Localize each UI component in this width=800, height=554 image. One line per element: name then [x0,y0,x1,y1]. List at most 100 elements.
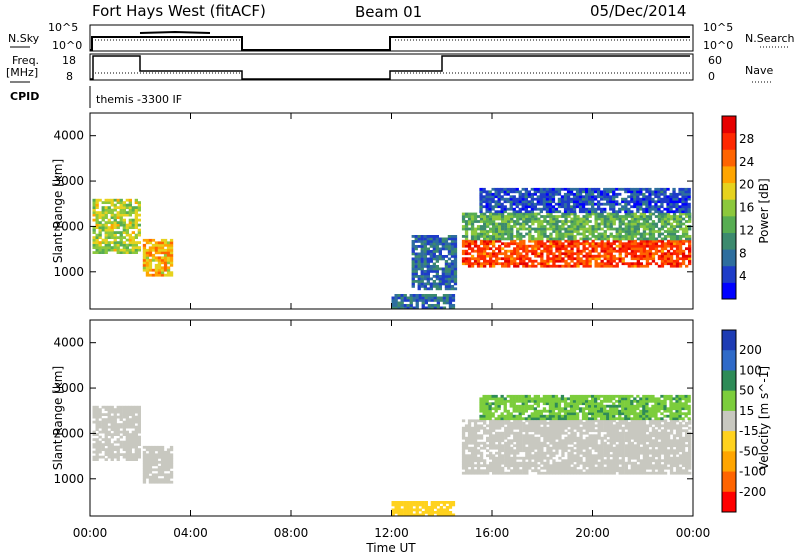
velocity-cell [530,412,534,416]
velocity-cell [594,414,598,418]
power-cell [154,263,159,267]
velocity-cell [512,394,516,398]
velocity-cell [581,397,586,401]
power-cell [516,230,520,233]
velocity-cell [515,407,519,411]
power-cell [448,294,453,297]
velocity-cell [509,414,513,418]
power-cell [429,242,433,246]
velocity-cell [154,453,159,457]
power-cell [660,262,665,266]
power-cell [645,257,650,261]
power-cell [515,187,519,191]
power-cell [612,235,616,238]
power-cell [131,218,135,222]
power-cell [549,252,553,256]
velocity-cell [501,424,505,428]
power-cell [591,247,595,251]
power-cell [557,210,562,214]
velocity-cell [555,464,559,468]
velocity-cell [122,440,126,444]
velocity-cell [485,397,489,401]
power-cell [504,230,508,233]
velocity-cell [476,436,481,440]
velocity-cell [151,460,156,464]
power-cell [588,220,592,223]
power-cell [497,187,501,191]
velocity-cell [528,421,532,425]
power-cell [630,247,634,251]
velocity-cell [618,397,622,401]
velocity-cell [489,436,493,440]
power-cell [678,249,683,253]
power-cell [654,237,659,241]
velocity-cell [498,434,502,438]
velocity-cell [510,449,514,453]
power-cell [137,241,141,244]
velocity-cell [134,408,138,411]
velocity-cell [516,466,520,470]
velocity-cell [672,449,677,453]
velocity-cell [498,431,502,435]
velocity-cell [95,423,99,426]
power-cell [524,202,528,206]
velocity-cell [615,456,619,460]
power-cell [525,247,529,251]
power-cell [489,212,493,216]
power-cell [495,254,499,258]
velocity-cell [585,397,589,401]
power-cell [470,227,475,231]
power-cell [581,197,586,201]
power-cell [549,227,553,231]
power-cell [128,201,132,204]
velocity-cell [572,417,577,421]
velocity-cell [657,431,662,435]
power-cell [660,249,665,253]
velocity-cell [663,424,668,428]
velocity-cell [531,454,535,458]
power-cell [642,207,646,211]
velocity-cell [473,449,478,453]
power-cell [588,225,592,228]
velocity-cell [624,461,628,465]
power-cell [483,247,487,251]
velocity-cell [92,433,96,436]
power-cell [495,217,499,221]
velocity-cell [561,424,565,428]
velocity-cell [467,441,472,445]
velocity-cell [645,451,650,455]
velocity-cell [633,436,637,440]
power-cell [442,294,447,297]
velocity-cell [519,471,523,475]
velocity-cell [486,431,490,435]
velocity-cell [685,434,689,438]
velocity-cell [609,446,613,450]
velocity-cell [675,441,680,445]
power-cell [627,235,631,238]
velocity-cell [609,459,613,463]
power-cell [573,239,577,243]
power-cell [522,227,526,231]
velocity-cell [642,434,647,438]
power-cell [621,257,625,261]
velocity-cell [567,456,571,460]
velocity-cell [573,456,577,460]
velocity-cell [573,436,577,440]
power-cell [482,205,486,209]
power-cell [603,197,607,201]
power-cell [546,235,550,238]
velocity-cell [603,397,607,401]
velocity-cell [552,466,556,470]
power-cell [488,192,492,196]
velocity-cell [554,399,559,403]
power-cell [420,245,424,248]
power-cell [148,248,153,252]
power-cell [567,257,571,261]
power-cell [684,205,688,209]
velocity-cell [503,407,507,411]
velocity-cell [585,424,589,428]
power-cell [657,249,662,253]
power-cell [540,244,544,248]
velocity-cell [482,404,486,408]
power-cell [119,236,123,239]
